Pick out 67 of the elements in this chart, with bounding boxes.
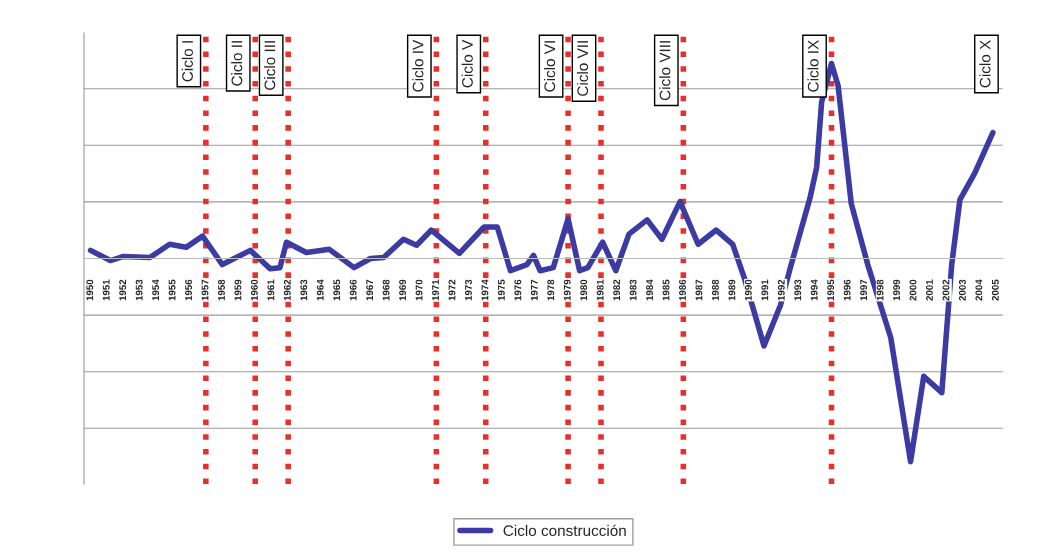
x-tick-label: 1967: [366, 279, 374, 301]
x-tick-label: 1980: [580, 279, 588, 301]
x-tick-label: 1975: [497, 279, 505, 301]
x-tick-label: 1986: [679, 279, 686, 301]
ref-line-label: Ciclo VII: [576, 41, 589, 96]
x-tick-label: 1958: [218, 279, 225, 301]
x-tick-label: 1956: [185, 279, 192, 301]
ref-line-label: Ciclo V: [461, 39, 473, 88]
x-tick-label: 1972: [448, 279, 456, 301]
x-tick-label: 1954: [152, 279, 160, 301]
x-tick-label: 1959: [234, 279, 242, 301]
x-tick-label: 1981: [596, 279, 604, 301]
x-tick-label: 1962: [283, 279, 291, 301]
x-tick-label: 1977: [530, 279, 538, 301]
x-tick-label: 1988: [711, 279, 719, 301]
x-tick-label: 1966: [349, 279, 357, 301]
x-tick-label: 1965: [333, 279, 341, 301]
x-tick-label: 1968: [382, 279, 390, 301]
x-tick-label: 1994: [810, 279, 818, 301]
x-tick-label: 1971: [432, 279, 439, 301]
x-tick-label: 1991: [761, 279, 769, 301]
x-tick-label: 1989: [728, 279, 736, 301]
ref-line-label: Ciclo II: [231, 41, 243, 86]
legend-label: Ciclo construcción: [503, 524, 626, 537]
x-tick-label: 1999: [893, 279, 900, 301]
x-tick-label: 2000: [909, 279, 917, 301]
ref-line-label: Ciclo IV: [412, 39, 424, 92]
x-tick-label: 1992: [777, 279, 785, 301]
x-tick-label: 2002: [942, 279, 950, 301]
x-tick-label: 1964: [316, 279, 324, 301]
x-tick-label: 1961: [267, 279, 275, 301]
ref-line-label: Ciclo VI: [543, 41, 556, 92]
x-tick-label: 1969: [399, 279, 407, 301]
x-tick-label: 1950: [86, 279, 94, 301]
x-tick-label: 1985: [662, 279, 670, 301]
x-tick-label: 1996: [843, 279, 851, 301]
x-tick-label: 1995: [827, 279, 835, 301]
x-tick-label: 1997: [860, 279, 868, 301]
x-tick-label: 1955: [168, 279, 176, 301]
x-tick-label: 1993: [794, 279, 802, 301]
x-tick-label: 1982: [613, 279, 621, 301]
ref-line-label: Ciclo IX: [807, 40, 819, 92]
x-tick-label: 1957: [201, 279, 209, 301]
ref-line-label: Ciclo VIII: [659, 41, 671, 101]
x-tick-label: 1974: [481, 279, 489, 301]
x-tick-label: 2004: [975, 279, 983, 301]
x-tick-label: 1976: [514, 279, 522, 301]
x-tick-label: 1990: [744, 279, 752, 301]
x-tick-label: 1998: [876, 279, 884, 301]
x-tick-label: 2005: [991, 279, 999, 301]
x-tick-label: 2001: [926, 279, 933, 301]
ref-line-label: Ciclo I: [181, 41, 193, 82]
x-tick-label: 1960: [250, 279, 258, 301]
x-tick-label: 1963: [300, 279, 308, 301]
x-tick-label: 1973: [465, 279, 472, 301]
x-tick-label: 2003: [958, 279, 966, 301]
x-tick-label: 1978: [547, 279, 555, 301]
x-tick-label: 1953: [135, 279, 143, 301]
x-tick-label: 1970: [415, 279, 423, 301]
x-tick-label: 1983: [629, 279, 637, 301]
x-tick-label: 1984: [646, 279, 654, 301]
x-tick-label: 1951: [102, 279, 110, 301]
x-tick-label: 1952: [119, 279, 127, 301]
x-tick-label: 1987: [695, 279, 703, 301]
ref-line-label: Ciclo III: [264, 41, 276, 90]
annotation: Ciclo X: [979, 40, 991, 88]
x-tick-label: 1979: [563, 279, 571, 301]
